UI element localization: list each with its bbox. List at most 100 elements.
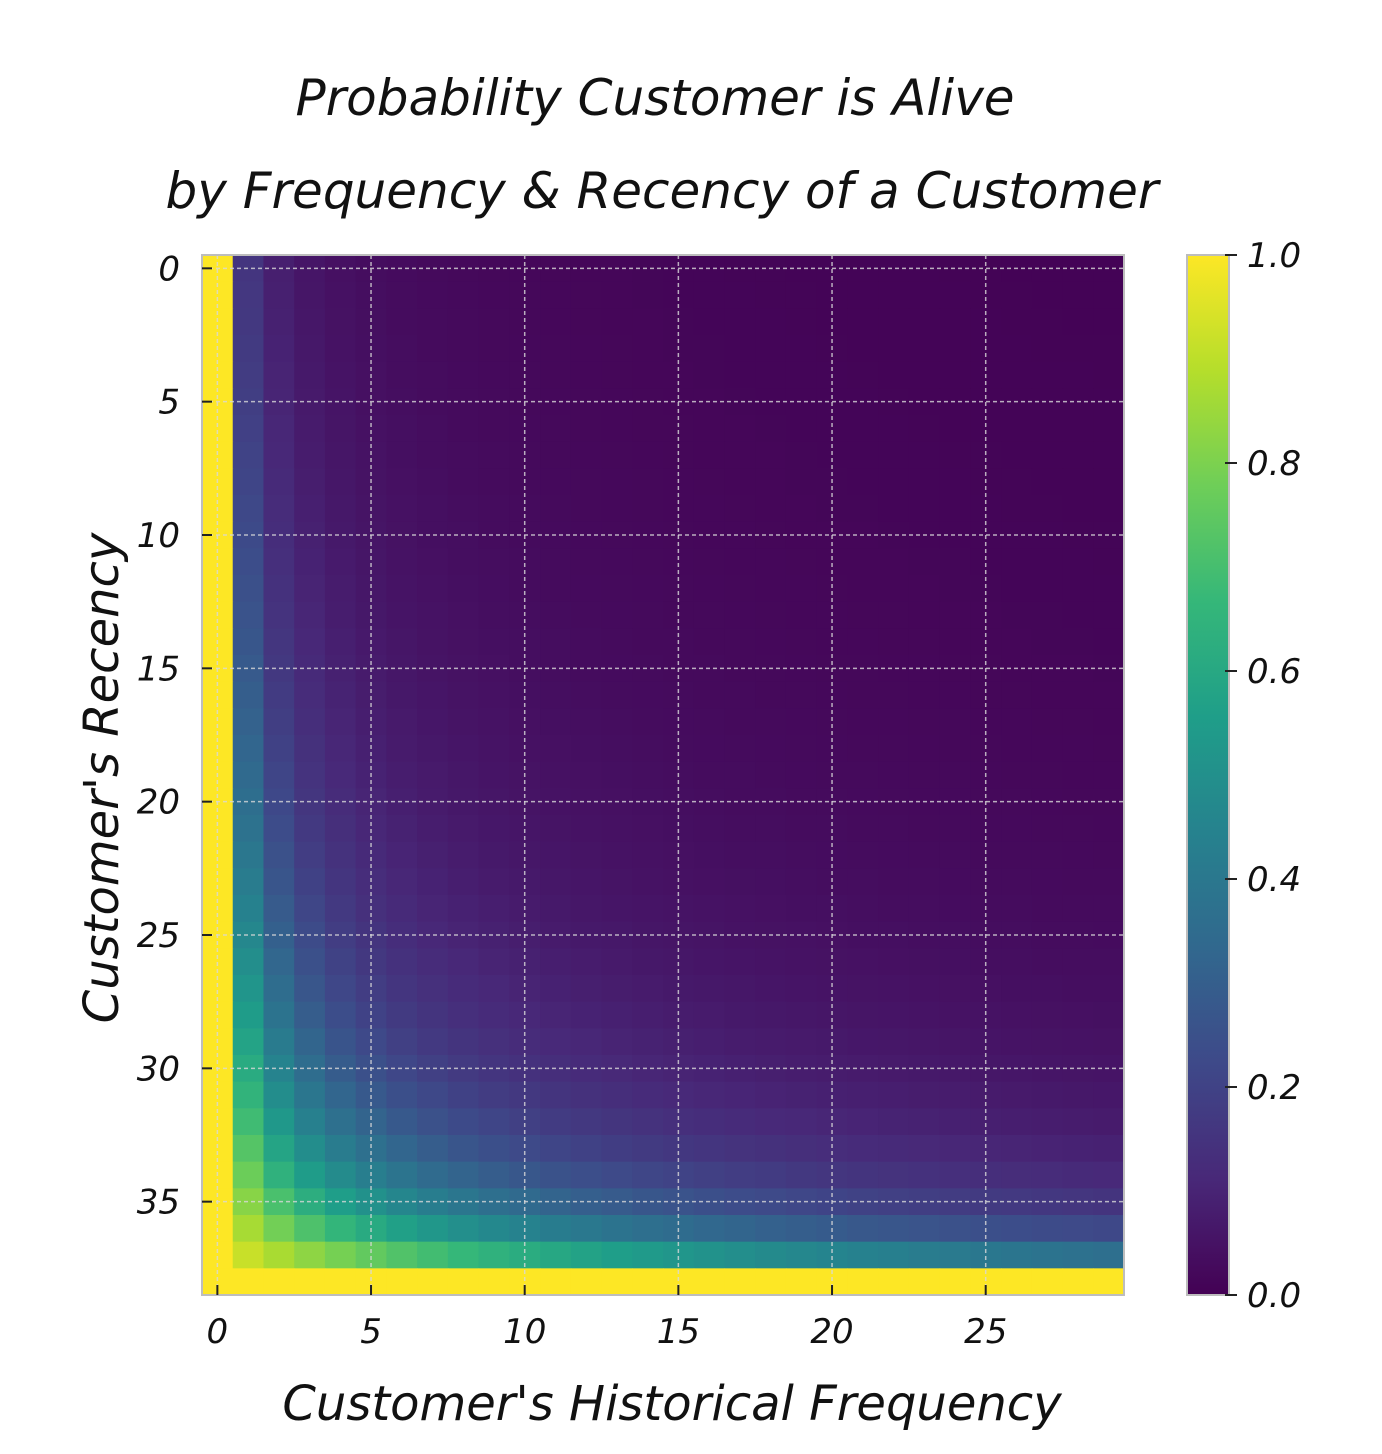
heatmap-cell — [447, 1268, 480, 1296]
heatmap-cell — [324, 895, 357, 923]
heatmap-cell — [724, 361, 756, 389]
heatmap-cell — [263, 575, 295, 603]
heatmap-cell — [570, 1241, 603, 1269]
heatmap-cell — [632, 1001, 664, 1029]
heatmap-cell — [724, 868, 756, 896]
heatmap-cell — [447, 1135, 480, 1163]
heatmap-cell — [755, 1215, 787, 1243]
heatmap-cell — [755, 841, 787, 869]
heatmap-cell — [755, 575, 787, 603]
heatmap-cell — [447, 281, 480, 309]
heatmap-cell — [1031, 1028, 1064, 1056]
heatmap-cell — [324, 335, 357, 363]
heatmap-cell — [386, 681, 418, 709]
heatmap-cell — [324, 681, 357, 709]
heatmap-cell — [1031, 708, 1064, 736]
heatmap-cell — [632, 441, 664, 469]
heatmap-cell — [447, 681, 480, 709]
heatmap-cell — [324, 1081, 357, 1109]
heatmap-cell — [724, 681, 756, 709]
heatmap-cell — [1001, 895, 1033, 923]
colorbar-tick-label: 0.0 — [1247, 1276, 1301, 1316]
heatmap-cell — [785, 361, 818, 389]
heatmap-cell — [724, 1028, 756, 1056]
heatmap-cell — [294, 681, 326, 709]
heatmap-cell — [724, 1001, 756, 1029]
heatmap-cell — [847, 1108, 879, 1136]
heatmap-cell — [478, 281, 510, 309]
heatmap-cell — [878, 868, 910, 896]
heatmap-cell — [755, 1001, 787, 1029]
heatmap-cell — [847, 841, 879, 869]
heatmap-cell — [724, 468, 756, 496]
heatmap-cell — [724, 415, 756, 443]
heatmap-cell — [294, 468, 326, 496]
heatmap-cell — [693, 708, 726, 736]
heatmap-cell — [693, 308, 726, 336]
grid-lines — [202, 255, 1124, 1295]
heatmap-cell — [1001, 548, 1033, 576]
heatmap-cell — [232, 1135, 265, 1163]
heatmap-cell — [847, 735, 879, 763]
heatmap-cell — [570, 948, 603, 976]
heatmap-cell — [417, 441, 449, 469]
heatmap-cell — [540, 681, 572, 709]
heatmap-cell — [1062, 895, 1094, 923]
heatmap-cell — [570, 761, 603, 789]
heatmap-cell — [908, 415, 941, 443]
heatmap-cell — [1062, 948, 1094, 976]
heatmap-cell — [1093, 441, 1125, 469]
heatmap-cell — [1031, 1161, 1064, 1189]
y-tick-label: 20 — [137, 783, 180, 823]
heatmap-cell — [601, 895, 633, 923]
heatmap-cell — [1031, 1215, 1064, 1243]
heatmap-cell — [478, 761, 510, 789]
heatmap-cell — [878, 281, 910, 309]
heatmap-cell — [632, 601, 664, 629]
heatmap-cell — [632, 841, 664, 869]
heatmap-cell — [693, 361, 726, 389]
heatmap-cell — [417, 628, 449, 656]
heatmap-cell — [570, 975, 603, 1003]
heatmap-cell — [1062, 495, 1094, 523]
heatmap-cell — [1001, 441, 1033, 469]
heatmap-cell — [540, 1081, 572, 1109]
heatmap-cell — [755, 1108, 787, 1136]
heatmap-cell — [570, 1135, 603, 1163]
heatmap-cell — [447, 361, 480, 389]
heatmap-cell — [232, 1108, 265, 1136]
heatmap-cell — [1031, 335, 1064, 363]
heatmap-cell — [632, 868, 664, 896]
heatmap-cell — [632, 468, 664, 496]
heatmap-cell — [939, 1241, 971, 1269]
heatmap-cell — [632, 575, 664, 603]
heatmap-cell — [847, 628, 879, 656]
heatmap-cell — [386, 281, 418, 309]
heatmap-cell — [847, 1268, 879, 1296]
heatmap-cell — [1062, 281, 1094, 309]
heatmap-cell — [939, 708, 971, 736]
heatmap-cell — [263, 708, 295, 736]
heatmap-cell — [939, 441, 971, 469]
heatmap-cell — [570, 1081, 603, 1109]
heatmap-cell — [386, 1108, 418, 1136]
heatmap-cell — [908, 1135, 941, 1163]
heatmap-cell — [755, 308, 787, 336]
heatmap-cell — [601, 601, 633, 629]
heatmap-cell — [232, 308, 265, 336]
heatmap-cell — [785, 1001, 818, 1029]
heatmap-cell — [540, 895, 572, 923]
heatmap-cell — [1062, 1161, 1094, 1189]
heatmap-cell — [478, 1215, 510, 1243]
heatmap-cell — [324, 601, 357, 629]
heatmap-cell — [324, 495, 357, 523]
heatmap-cell — [478, 841, 510, 869]
heatmap-cell — [1093, 681, 1125, 709]
heatmap-cell — [417, 975, 449, 1003]
heatmap-cell — [939, 761, 971, 789]
heatmap-cell — [386, 1135, 418, 1163]
heatmap-cell — [1062, 548, 1094, 576]
heatmap-cell — [294, 1028, 326, 1056]
heatmap-cell — [601, 1108, 633, 1136]
heatmap-cell — [386, 1215, 418, 1243]
